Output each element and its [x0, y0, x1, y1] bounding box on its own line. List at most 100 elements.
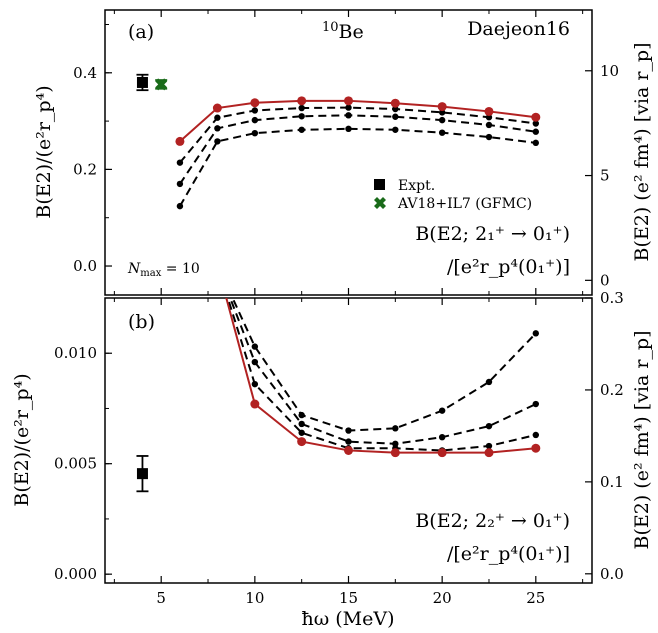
series-point-b-3-2 — [297, 437, 307, 447]
plot-area-a — [136, 73, 541, 210]
series-line-b-1 — [229, 298, 537, 445]
legend-marker-expt — [374, 179, 385, 190]
series-line-a-0 — [179, 127, 536, 207]
right-tick-label-a-2: 10 — [600, 62, 619, 80]
right-tick-label-b-3: 0.3 — [600, 289, 624, 307]
series-point-a-0-7 — [485, 133, 493, 141]
y-tick-label-b-1: 0.005 — [54, 455, 97, 473]
series-point-a-0-3 — [298, 126, 305, 133]
series-line-b-2 — [226, 298, 537, 452]
panel-b-transition-line1: B(E2; 2₂⁺ → 0₁⁺) — [415, 510, 570, 532]
series-point-a-2-1 — [214, 114, 221, 121]
series-point-b-1-4 — [392, 440, 399, 448]
series-point-b-3-7 — [531, 443, 541, 453]
series-point-b-2-7 — [532, 431, 540, 439]
series-point-a-1-4 — [345, 112, 352, 119]
panel-b-series — [136, 260, 541, 493]
panel-a-ylabel-left: B(E2)/(e²r_p⁴) — [33, 85, 55, 218]
nmax-label: Nmax = 10 — [127, 261, 200, 279]
series-point-b-0-0 — [214, 262, 220, 268]
y-tick-label-b-0: 0.000 — [54, 565, 97, 583]
right-tick-label-a-0: 0 — [600, 271, 610, 289]
panel-a-label: (a) — [128, 21, 154, 43]
series-point-a-3-4 — [344, 96, 353, 106]
series-line-b-3 — [225, 298, 536, 454]
series-point-b-3-3 — [344, 445, 353, 455]
x-tick-label-4: 25 — [526, 589, 545, 607]
legend-marker-gfmc — [374, 197, 386, 209]
panel-b-ylabel-left: B(E2)/(e²r_p⁴) — [11, 373, 33, 506]
series-point-b-0-5 — [438, 407, 446, 414]
series-point-b-1-1 — [251, 358, 259, 366]
series-point-b-3-1 — [250, 399, 260, 409]
panel-b-transition-line2: /[e²r_p⁴(0₁⁺)] — [447, 543, 570, 565]
series-point-b-3-0 — [213, 260, 222, 269]
legend-label-gfmc: AV18+IL7 (GFMC) — [397, 196, 532, 212]
series-point-b-2-6 — [485, 442, 493, 450]
series-point-a-2-2 — [251, 107, 259, 114]
series-point-a-2-0 — [176, 159, 184, 166]
series-point-b-2-1 — [251, 380, 259, 388]
series-point-a-1-0 — [176, 180, 184, 188]
series-point-b-0-3 — [345, 427, 352, 434]
panel-a-series — [136, 73, 541, 210]
series-point-b-3-6 — [484, 448, 494, 458]
series-point-a-3-5 — [390, 98, 400, 108]
series-point-a-2-3 — [298, 104, 305, 112]
panel-b-label: (b) — [128, 311, 155, 333]
series-point-b-3-4 — [390, 448, 400, 458]
y-tick-label-a-2: 0.4 — [73, 64, 97, 82]
series-point-b-0-2 — [298, 411, 305, 419]
title-element: Be — [339, 21, 364, 43]
series-point-a-3-2 — [250, 98, 260, 108]
panel-a-title: 10Be — [322, 20, 364, 43]
series-point-a-1-6 — [438, 116, 446, 124]
series-point-b-0-7 — [532, 330, 540, 337]
series-point-b-3-5 — [437, 448, 447, 458]
right-tick-label-b-0: 0.0 — [600, 565, 624, 583]
series-point-a-3-8 — [531, 112, 541, 122]
series-point-b-1-5 — [438, 433, 446, 441]
interaction-label: Daejeon16 — [467, 18, 570, 40]
title-mass: 10 — [322, 20, 339, 35]
series-point-a-3-3 — [297, 96, 307, 106]
panel-a-ticks: 0.0 0.2 0.4 0 5 10 — [73, 10, 619, 295]
right-tick-label-a-1: 5 — [600, 167, 610, 185]
x-tick-label-0: 5 — [156, 589, 166, 607]
x-tick-label-1: 10 — [245, 589, 264, 607]
y-tick-label-a-0: 0.0 — [73, 257, 97, 275]
series-point-b-1-6 — [485, 422, 493, 430]
series-line-a-1 — [179, 114, 536, 185]
y-tick-label-b-2: 0.010 — [54, 344, 97, 362]
series-point-b-1-0 — [214, 262, 220, 268]
series-point-b-2-0 — [214, 262, 220, 268]
expt-marker-a — [136, 76, 148, 88]
x-axis-label: ħω (MeV) — [301, 608, 394, 630]
legend-label-expt: Expt. — [398, 178, 435, 194]
series-point-a-3-6 — [437, 102, 447, 112]
right-tick-label-b-2: 0.2 — [600, 381, 624, 399]
series-point-a-2-4 — [345, 104, 352, 111]
x-tick-label-3: 20 — [433, 589, 452, 607]
x-tick-label-2: 15 — [339, 589, 358, 607]
series-point-b-2-2 — [298, 429, 305, 436]
expt-marker-b — [136, 468, 148, 480]
panel-a-ylabel-right: B(E2) (e² fm⁴) [via r_p] — [631, 43, 653, 262]
series-point-a-1-3 — [298, 113, 305, 120]
series-point-a-1-1 — [214, 125, 221, 132]
series-point-b-0-4 — [392, 425, 399, 432]
series-point-b-1-3 — [345, 438, 352, 445]
series-point-a-0-5 — [392, 126, 399, 133]
series-point-a-0-4 — [345, 125, 352, 133]
panel-a-transition-line2: /[e²r_p⁴(0₁⁺)] — [447, 256, 570, 278]
panel-b-ylabel-right: B(E2) (e² fm⁴) [via r_p] — [631, 331, 653, 550]
series-point-a-0-6 — [438, 129, 446, 136]
series-point-a-1-8 — [532, 128, 540, 135]
series-point-b-0-6 — [485, 378, 493, 386]
series-point-a-0-2 — [251, 129, 259, 137]
series-point-b-1-7 — [532, 400, 540, 408]
series-point-a-1-7 — [485, 121, 493, 129]
series-point-b-0-1 — [251, 343, 259, 350]
series-point-a-1-5 — [392, 113, 399, 120]
